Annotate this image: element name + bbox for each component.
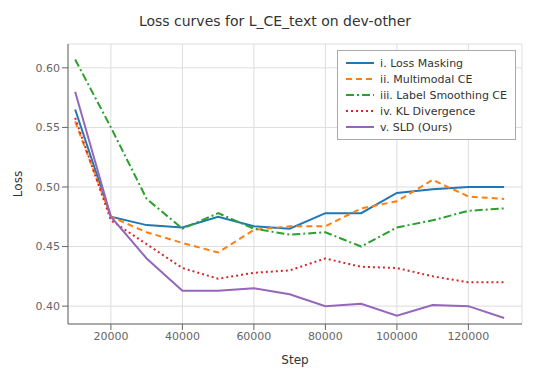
svg-text:0.40: 0.40 (36, 300, 61, 313)
svg-text:0.50: 0.50 (36, 181, 61, 194)
svg-text:20000: 20000 (93, 330, 128, 343)
svg-text:60000: 60000 (236, 330, 271, 343)
html-text:Loss curves for L_CE_text on d: Loss curves for L_CE_text on dev-other (138, 13, 412, 29)
svg-text:80000: 80000 (308, 330, 343, 343)
html-text:iv. KL Divergence: iv. KL Divergence (380, 104, 476, 118)
svg-text:100000: 100000 (376, 330, 418, 343)
svg-text:Loss: Loss (11, 171, 25, 197)
html-text:v. SLD (Ours): v. SLD (Ours) (380, 120, 453, 134)
svg-text:0.60: 0.60 (36, 62, 61, 75)
html-text:ii. Multimodal CE: ii. Multimodal CE (380, 72, 473, 86)
svg-text:0.45: 0.45 (36, 240, 61, 253)
svg-text:40000: 40000 (165, 330, 200, 343)
svg-text:Step: Step (281, 353, 308, 367)
html-text:i. Loss Masking: i. Loss Masking (380, 56, 464, 70)
svg-text:120000: 120000 (447, 330, 489, 343)
svg-text:0.55: 0.55 (36, 121, 61, 134)
html-text:iii. Label Smoothing CE: iii. Label Smoothing CE (380, 88, 507, 102)
